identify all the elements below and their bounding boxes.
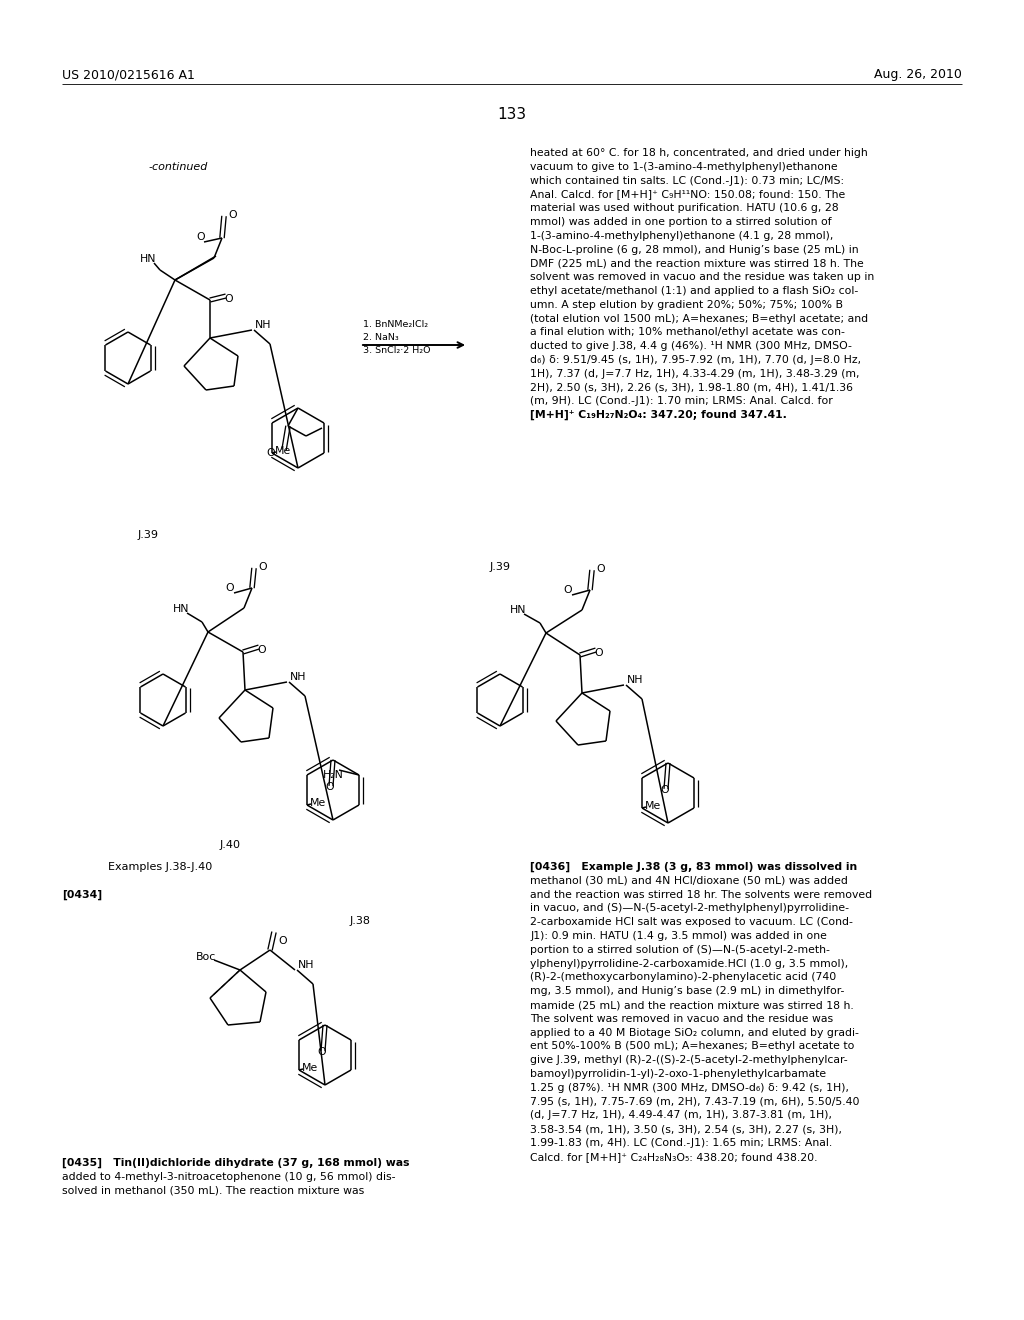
Text: 2H), 2.50 (s, 3H), 2.26 (s, 3H), 1.98-1.80 (m, 4H), 1.41/1.36: 2H), 2.50 (s, 3H), 2.26 (s, 3H), 1.98-1.…	[530, 383, 853, 392]
Text: 2. NaN₃: 2. NaN₃	[362, 333, 398, 342]
Text: added to 4-methyl-3-nitroacetophenone (10 g, 56 mmol) dis-: added to 4-methyl-3-nitroacetophenone (1…	[62, 1172, 395, 1181]
Text: O: O	[225, 583, 233, 593]
Text: and the reaction was stirred 18 hr. The solvents were removed: and the reaction was stirred 18 hr. The …	[530, 890, 872, 900]
Text: HN: HN	[173, 605, 189, 614]
Text: in vacuo, and (S)—N-(5-acetyl-2-methylphenyl)pyrrolidine-: in vacuo, and (S)—N-(5-acetyl-2-methylph…	[530, 903, 849, 913]
Text: ylphenyl)pyrrolidine-2-carboxamide.HCl (1.0 g, 3.5 mmol),: ylphenyl)pyrrolidine-2-carboxamide.HCl (…	[530, 958, 848, 969]
Text: O: O	[257, 645, 265, 655]
Text: NH: NH	[627, 675, 643, 685]
Text: O: O	[228, 210, 237, 220]
Text: 3.58-3.54 (m, 1H), 3.50 (s, 3H), 2.54 (s, 3H), 2.27 (s, 3H),: 3.58-3.54 (m, 1H), 3.50 (s, 3H), 2.54 (s…	[530, 1125, 842, 1134]
Text: (total elution vol 1500 mL); A=hexanes; B=ethyl acetate; and: (total elution vol 1500 mL); A=hexanes; …	[530, 314, 868, 323]
Text: ducted to give J.38, 4.4 g (46%). ¹H NMR (300 MHz, DMSO-: ducted to give J.38, 4.4 g (46%). ¹H NMR…	[530, 341, 852, 351]
Text: heated at 60° C. for 18 h, concentrated, and dried under high: heated at 60° C. for 18 h, concentrated,…	[530, 148, 867, 158]
Text: Aug. 26, 2010: Aug. 26, 2010	[874, 69, 962, 81]
Text: O: O	[563, 585, 571, 595]
Text: (d, J=7.7 Hz, 1H), 4.49-4.47 (m, 1H), 3.87-3.81 (m, 1H),: (d, J=7.7 Hz, 1H), 4.49-4.47 (m, 1H), 3.…	[530, 1110, 831, 1121]
Text: HN: HN	[510, 605, 526, 615]
Text: O: O	[596, 564, 604, 574]
Text: 1. BnNMe₂ICl₂: 1. BnNMe₂ICl₂	[362, 319, 428, 329]
Text: d₆) δ: 9.51/9.45 (s, 1H), 7.95-7.92 (m, 1H), 7.70 (d, J=8.0 Hz,: d₆) δ: 9.51/9.45 (s, 1H), 7.95-7.92 (m, …	[530, 355, 861, 366]
Text: O: O	[196, 232, 205, 242]
Text: 1-(3-amino-4-methylphenyl)ethanone (4.1 g, 28 mmol),: 1-(3-amino-4-methylphenyl)ethanone (4.1 …	[530, 231, 834, 240]
Text: O: O	[594, 648, 603, 657]
Text: a final elution with; 10% methanol/ethyl acetate was con-: a final elution with; 10% methanol/ethyl…	[530, 327, 845, 338]
Text: O: O	[278, 936, 287, 946]
Text: -continued: -continued	[148, 162, 208, 172]
Text: 3. SnCl₂·2 H₂O: 3. SnCl₂·2 H₂O	[362, 346, 430, 355]
Text: J.38: J.38	[350, 916, 371, 927]
Text: material was used without purification. HATU (10.6 g, 28: material was used without purification. …	[530, 203, 839, 214]
Text: mg, 3.5 mmol), and Hunig’s base (2.9 mL) in dimethylfor-: mg, 3.5 mmol), and Hunig’s base (2.9 mL)…	[530, 986, 845, 997]
Text: 2-carboxamide HCl salt was exposed to vacuum. LC (Cond-: 2-carboxamide HCl salt was exposed to va…	[530, 917, 853, 927]
Text: Me: Me	[275, 446, 291, 455]
Text: O: O	[325, 781, 334, 792]
Text: applied to a 40 M Biotage SiO₂ column, and eluted by gradi-: applied to a 40 M Biotage SiO₂ column, a…	[530, 1027, 859, 1038]
Text: NH: NH	[298, 960, 314, 970]
Text: solvent was removed in vacuo and the residue was taken up in: solvent was removed in vacuo and the res…	[530, 272, 874, 282]
Text: (m, 9H). LC (Cond.-J1): 1.70 min; LRMS: Anal. Calcd. for: (m, 9H). LC (Cond.-J1): 1.70 min; LRMS: …	[530, 396, 833, 407]
Text: methanol (30 mL) and 4N HCl/dioxane (50 mL) was added: methanol (30 mL) and 4N HCl/dioxane (50 …	[530, 875, 848, 886]
Text: Me: Me	[302, 1063, 318, 1073]
Text: O: O	[224, 294, 232, 304]
Text: Me: Me	[310, 799, 327, 808]
Text: mmol) was added in one portion to a stirred solution of: mmol) was added in one portion to a stir…	[530, 216, 831, 227]
Text: bamoyl)pyrrolidin-1-yl)-2-oxo-1-phenylethylcarbamate: bamoyl)pyrrolidin-1-yl)-2-oxo-1-phenylet…	[530, 1069, 826, 1078]
Text: H₂N: H₂N	[323, 770, 344, 780]
Text: umn. A step elution by gradient 20%; 50%; 75%; 100% B: umn. A step elution by gradient 20%; 50%…	[530, 300, 843, 310]
Text: N-Boc-L-proline (6 g, 28 mmol), and Hunig’s base (25 mL) in: N-Boc-L-proline (6 g, 28 mmol), and Huni…	[530, 244, 859, 255]
Text: NH: NH	[290, 672, 306, 682]
Text: J1): 0.9 min. HATU (1.4 g, 3.5 mmol) was added in one: J1): 0.9 min. HATU (1.4 g, 3.5 mmol) was…	[530, 931, 826, 941]
Text: 1H), 7.37 (d, J=7.7 Hz, 1H), 4.33-4.29 (m, 1H), 3.48-3.29 (m,: 1H), 7.37 (d, J=7.7 Hz, 1H), 4.33-4.29 (…	[530, 368, 859, 379]
Text: solved in methanol (350 mL). The reaction mixture was: solved in methanol (350 mL). The reactio…	[62, 1185, 365, 1196]
Text: O: O	[660, 785, 669, 795]
Text: ent 50%-100% B (500 mL); A=hexanes; B=ethyl acetate to: ent 50%-100% B (500 mL); A=hexanes; B=et…	[530, 1041, 854, 1052]
Text: HN: HN	[140, 253, 157, 264]
Text: 1.25 g (87%). ¹H NMR (300 MHz, DMSO-d₆) δ: 9.42 (s, 1H),: 1.25 g (87%). ¹H NMR (300 MHz, DMSO-d₆) …	[530, 1082, 849, 1093]
Text: DMF (225 mL) and the reaction mixture was stirred 18 h. The: DMF (225 mL) and the reaction mixture wa…	[530, 259, 864, 268]
Text: [0435]   Tin(II)dichloride dihydrate (37 g, 168 mmol) was: [0435] Tin(II)dichloride dihydrate (37 g…	[62, 1158, 410, 1168]
Text: Calcd. for [M+H]⁺ C₂₄H₂₈N₃O₅: 438.20; found 438.20.: Calcd. for [M+H]⁺ C₂₄H₂₈N₃O₅: 438.20; fo…	[530, 1152, 817, 1162]
Text: vacuum to give to 1-(3-amino-4-methylphenyl)ethanone: vacuum to give to 1-(3-amino-4-methylphe…	[530, 162, 838, 172]
Text: (R)-2-(methoxycarbonylamino)-2-phenylacetic acid (740: (R)-2-(methoxycarbonylamino)-2-phenylace…	[530, 973, 837, 982]
Text: J.40: J.40	[219, 840, 241, 850]
Text: Boc: Boc	[196, 952, 216, 962]
Text: [M+H]⁺ C₁₉H₂₇N₂O₄: 347.20; found 347.41.: [M+H]⁺ C₁₉H₂₇N₂O₄: 347.20; found 347.41.	[530, 411, 786, 421]
Text: The solvent was removed in vacuo and the residue was: The solvent was removed in vacuo and the…	[530, 1014, 834, 1024]
Text: US 2010/0215616 A1: US 2010/0215616 A1	[62, 69, 195, 81]
Text: mamide (25 mL) and the reaction mixture was stirred 18 h.: mamide (25 mL) and the reaction mixture …	[530, 1001, 854, 1010]
Text: J.39: J.39	[490, 562, 511, 572]
Text: 7.95 (s, 1H), 7.75-7.69 (m, 2H), 7.43-7.19 (m, 6H), 5.50/5.40: 7.95 (s, 1H), 7.75-7.69 (m, 2H), 7.43-7.…	[530, 1097, 859, 1106]
Text: O: O	[266, 447, 274, 458]
Text: give J.39, methyl (R)-2-((S)-2-(5-acetyl-2-methylphenylcar-: give J.39, methyl (R)-2-((S)-2-(5-acetyl…	[530, 1055, 848, 1065]
Text: [0434]: [0434]	[62, 890, 102, 900]
Text: Me: Me	[645, 801, 662, 810]
Text: which contained tin salts. LC (Cond.-J1): 0.73 min; LC/MS:: which contained tin salts. LC (Cond.-J1)…	[530, 176, 844, 186]
Text: O: O	[258, 562, 266, 572]
Text: ethyl acetate/methanol (1:1) and applied to a flash SiO₂ col-: ethyl acetate/methanol (1:1) and applied…	[530, 286, 858, 296]
Text: J.39: J.39	[137, 531, 159, 540]
Text: 1.99-1.83 (m, 4H). LC (Cond.-J1): 1.65 min; LRMS: Anal.: 1.99-1.83 (m, 4H). LC (Cond.-J1): 1.65 m…	[530, 1138, 833, 1148]
Text: 133: 133	[498, 107, 526, 121]
Text: NH: NH	[255, 319, 271, 330]
Text: Examples J.38-J.40: Examples J.38-J.40	[108, 862, 212, 873]
Text: O: O	[317, 1047, 326, 1057]
Text: [0436]   Example J.38 (3 g, 83 mmol) was dissolved in: [0436] Example J.38 (3 g, 83 mmol) was d…	[530, 862, 857, 873]
Text: portion to a stirred solution of (S)—N-(5-acetyl-2-meth-: portion to a stirred solution of (S)—N-(…	[530, 945, 829, 954]
Text: Anal. Calcd. for [M+H]⁺ C₉H¹¹NO: 150.08; found: 150. The: Anal. Calcd. for [M+H]⁺ C₉H¹¹NO: 150.08;…	[530, 189, 845, 199]
